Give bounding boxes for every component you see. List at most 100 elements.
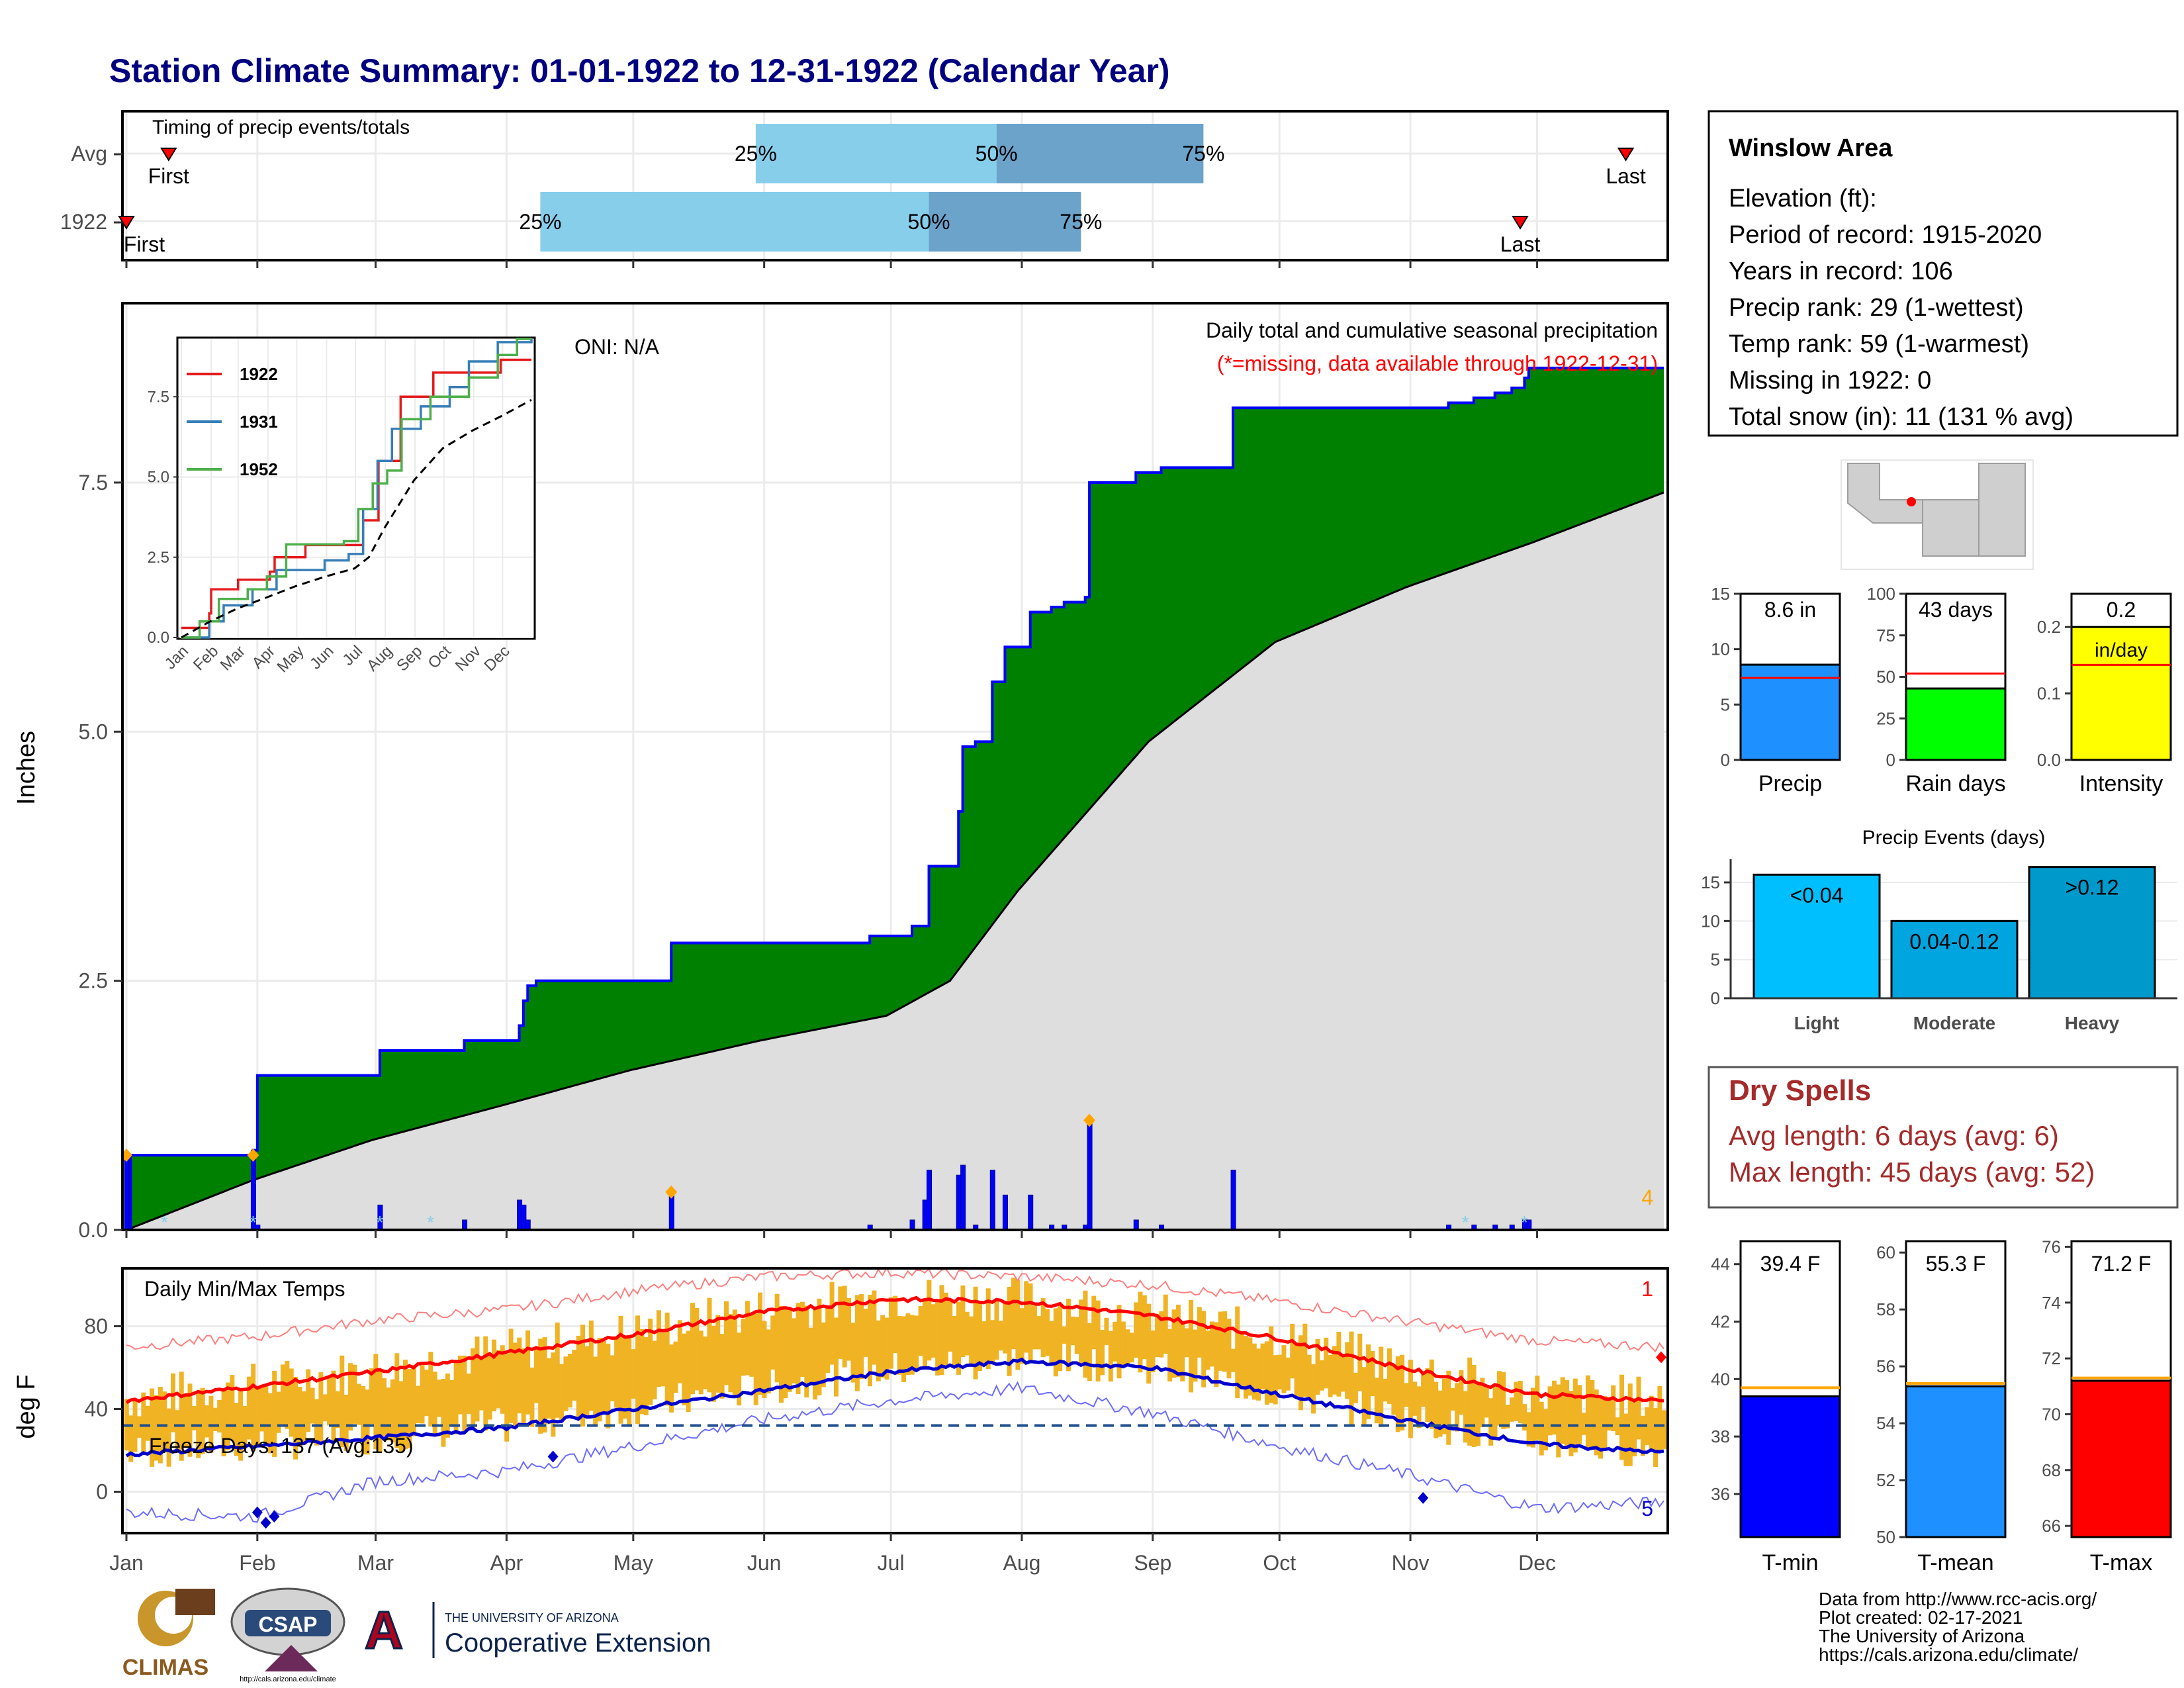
temp-daily-bar-256 bbox=[1201, 1311, 1206, 1387]
precip-daily-bar-4 bbox=[462, 1219, 468, 1231]
temp-daily-bar-343 bbox=[1569, 1391, 1574, 1456]
temp-daily-bar-41 bbox=[293, 1376, 298, 1460]
precip-ytick-3: 7.5 bbox=[79, 471, 108, 494]
temp-daily-bar-17 bbox=[191, 1405, 197, 1430]
temp-daily-bar-274 bbox=[1277, 1354, 1283, 1389]
temp-bar-label-0: T-min bbox=[1762, 1550, 1819, 1575]
temp-daily-bar-313 bbox=[1441, 1378, 1447, 1434]
footer: CLIMAS CSAP http://cals.arizona.edu/clim… bbox=[122, 1587, 2097, 1683]
temp-daily-bar-332 bbox=[1522, 1404, 1527, 1431]
events-ytick-2: 10 bbox=[1701, 911, 1720, 931]
temp-daily-bar-207 bbox=[994, 1301, 999, 1360]
inset-legend-label-1931: 1931 bbox=[240, 412, 278, 432]
precip-max-marker-3 bbox=[1083, 1113, 1096, 1127]
timing-last-marker-1922 bbox=[1512, 216, 1529, 230]
temp-daily-bar-270 bbox=[1260, 1343, 1265, 1390]
inset-ytick-1: 2.5 bbox=[148, 549, 169, 567]
temp-daily-bar-251 bbox=[1180, 1324, 1185, 1382]
station-line-2: Years in record: 106 bbox=[1729, 258, 1953, 285]
temp-daily-bar-16 bbox=[187, 1383, 193, 1457]
temp-daily-bar-66 bbox=[398, 1381, 404, 1453]
temp-daily-bar-182 bbox=[888, 1297, 893, 1369]
events-bar-label-heavy: Heavy bbox=[2065, 1013, 2120, 1033]
temp-daily-bar-356 bbox=[1623, 1413, 1629, 1466]
temp-record-high-marker bbox=[1656, 1351, 1666, 1364]
temp-daily-bar-91 bbox=[504, 1353, 510, 1442]
temp-daily-bar-50 bbox=[331, 1370, 336, 1440]
temp-daily-bar-354 bbox=[1615, 1417, 1620, 1435]
temp-daily-bar-129 bbox=[664, 1312, 670, 1406]
temp-daily-bar-4 bbox=[136, 1416, 142, 1438]
temp-daily-bar-123 bbox=[639, 1329, 645, 1415]
temp-daily-bar-162 bbox=[804, 1305, 809, 1398]
temp-daily-bar-164 bbox=[813, 1306, 818, 1400]
temp-daily-bar-336 bbox=[1539, 1401, 1544, 1456]
temp-daily-bar-357 bbox=[1627, 1383, 1633, 1466]
temp-daily-bar-101 bbox=[546, 1358, 551, 1419]
mini-bar-chart-precip: 8.6 in 0 5 10 15 Precip bbox=[1711, 584, 1841, 796]
temp-bar-ytick-1-2: 54 bbox=[1876, 1413, 1895, 1433]
temp-bar-label-2: T-max bbox=[2090, 1550, 2152, 1575]
temp-daily-bar-173 bbox=[850, 1323, 856, 1383]
temp-daily-bar-88 bbox=[492, 1339, 497, 1411]
temp-daily-bar-317 bbox=[1459, 1370, 1464, 1415]
temp-daily-bar-255 bbox=[1197, 1307, 1202, 1358]
temp-daily-bar-108 bbox=[576, 1335, 581, 1419]
temp-daily-bar-199 bbox=[960, 1285, 966, 1358]
station-line-6: Total snow (in): 11 (131 % avg) bbox=[1729, 403, 2073, 431]
temp-bar-ytick-1-3: 56 bbox=[1876, 1356, 1895, 1376]
temp-daily-bar-52 bbox=[340, 1355, 345, 1448]
temp-daily-bar-267 bbox=[1248, 1337, 1253, 1396]
ua-logo: A THE UNIVERSITY OF ARIZONA Cooperative … bbox=[361, 1600, 711, 1661]
temp-daily-bar-261 bbox=[1222, 1311, 1228, 1372]
temp-title: Daily Min/Max Temps bbox=[144, 1277, 345, 1301]
precip-max-marker-1 bbox=[247, 1149, 259, 1162]
inset-ytick-2: 5.0 bbox=[148, 469, 169, 487]
mini-bar-ytick-0-2: 10 bbox=[1711, 639, 1730, 659]
temp-daily-bar-57 bbox=[361, 1385, 366, 1454]
temp-daily-bar-341 bbox=[1560, 1377, 1565, 1444]
temp-daily-bar-6 bbox=[145, 1405, 150, 1441]
temp-daily-bar-155 bbox=[774, 1293, 780, 1383]
precip-trace-marker-5: * bbox=[1521, 1212, 1528, 1233]
temp-daily-bar-135 bbox=[690, 1303, 695, 1395]
temp-daily-bar-322 bbox=[1480, 1378, 1485, 1427]
temp-bar-ytick-1-5: 60 bbox=[1876, 1243, 1895, 1262]
temp-daily-bar-285 bbox=[1324, 1337, 1329, 1389]
temp-daily-bar-77 bbox=[445, 1373, 450, 1438]
temp-avg-min-line bbox=[125, 1357, 1664, 1458]
inset-line-avg bbox=[181, 399, 532, 639]
precip-missing-note: (*=missing, data available through 1922-… bbox=[1217, 352, 1658, 375]
temp-daily-bar-309 bbox=[1425, 1368, 1430, 1423]
temp-daily-bar-35 bbox=[267, 1393, 273, 1454]
temp-daily-bar-250 bbox=[1175, 1304, 1181, 1378]
station-line-1: Period of record: 1915-2020 bbox=[1729, 221, 2042, 249]
temp-daily-bar-10 bbox=[162, 1391, 167, 1451]
timing-p50-avg: 50% bbox=[976, 142, 1018, 165]
temp-record-low-marker-2 bbox=[269, 1511, 280, 1523]
footer-line-2: The University of Arizona bbox=[1819, 1626, 2025, 1646]
temp-daily-bar-297 bbox=[1374, 1378, 1379, 1424]
temp-daily-bar-222 bbox=[1058, 1302, 1063, 1372]
timing-title: Timing of precip events/totals bbox=[152, 117, 410, 138]
freeze-days-label: Freeze Days: 137 (Avg:135) bbox=[149, 1434, 414, 1458]
mini-bar-ytick-0-3: 15 bbox=[1711, 584, 1730, 604]
mini-bar-chart-rain-days: 43 days 0 25 50 75 100 Rain days bbox=[1867, 584, 2007, 796]
temp-daily-bar-117 bbox=[614, 1336, 619, 1408]
mini-bar-value-label-1: 43 days bbox=[1919, 598, 1993, 622]
temp-daily-bar-189 bbox=[918, 1306, 923, 1356]
temp-bar-ytick-0-2: 40 bbox=[1711, 1369, 1730, 1389]
station-name: Winslow Area bbox=[1729, 134, 1893, 162]
temp-daily-bar-48 bbox=[322, 1394, 328, 1422]
precip-ylabel: Inches bbox=[13, 731, 40, 805]
temp-daily-bar-248 bbox=[1167, 1329, 1173, 1382]
month-label-Mar: Mar bbox=[357, 1551, 394, 1575]
temp-daily-bar-266 bbox=[1244, 1336, 1248, 1399]
temp-daily-bar-333 bbox=[1526, 1412, 1531, 1447]
month-label-Sep: Sep bbox=[1134, 1551, 1171, 1575]
temp-bar-value-label-1: 55.3 F bbox=[1926, 1252, 1986, 1276]
temp-daily-bar-202 bbox=[973, 1286, 978, 1380]
temp-daily-bar-180 bbox=[880, 1315, 886, 1378]
timing-p50-1922: 50% bbox=[908, 210, 950, 234]
temp-daily-bar-220 bbox=[1049, 1321, 1054, 1363]
